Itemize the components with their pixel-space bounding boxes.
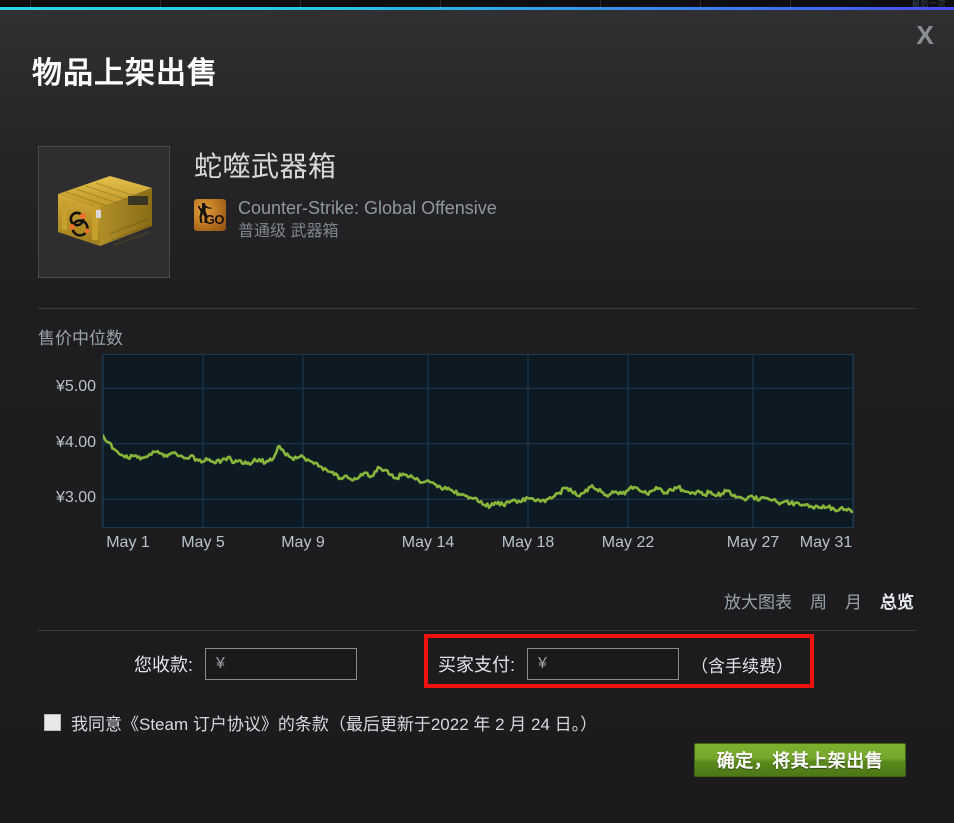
item-name: 蛇噬武器箱 xyxy=(194,151,337,182)
seller-receives-input[interactable]: ¥ xyxy=(205,648,358,680)
chart-range-overview[interactable]: 总览 xyxy=(880,593,914,612)
chart-plot-area[interactable] xyxy=(102,354,854,528)
chart-zoom-button[interactable]: 放大图表 xyxy=(724,593,792,612)
sell-item-dialog: X 物品上架出售 xyxy=(0,10,954,800)
chart-x-tick: May 18 xyxy=(501,534,555,551)
item-quality: 普通级 武器箱 xyxy=(238,223,339,241)
dialog-title: 物品上架出售 xyxy=(32,57,218,90)
chart-x-tick: May 5 xyxy=(181,534,225,551)
accent-gradient-bar xyxy=(0,7,954,10)
snakebite-case-image xyxy=(58,176,152,246)
soldier-glyph xyxy=(197,202,212,223)
currency-symbol: ¥ xyxy=(538,655,547,672)
confirm-list-item-button[interactable]: 确定，将其上架出售 xyxy=(694,743,906,777)
item-game-name: Counter-Strike: Global Offensive xyxy=(238,197,497,218)
background-page-strip: 最后一次 xyxy=(0,0,954,9)
agreement-label[interactable]: 我同意《Steam 订户协议》的条款（最后更新于2022 年 2 月 24 日。… xyxy=(71,715,598,734)
chart-x-tick: May 9 xyxy=(281,534,325,551)
chart-line-series xyxy=(103,355,853,527)
item-thumbnail xyxy=(38,146,170,278)
chart-range-week[interactable]: 周 xyxy=(810,593,827,612)
price-history-chart[interactable]: ¥3.00 ¥4.00 ¥5.00 May 1 May 5 May 9 May 14 May… xyxy=(38,350,916,565)
divider-top xyxy=(38,308,916,309)
buyer-pays-fee-note: （含手续费） xyxy=(691,656,794,676)
chart-x-tick: May 1 xyxy=(106,534,150,551)
go-text: GO xyxy=(204,211,225,227)
agreement-row[interactable]: 我同意《Steam 订户协议》的条款（最后更新于2022 年 2 月 24 日。… xyxy=(44,710,597,735)
chart-x-tick: May 14 xyxy=(401,534,455,551)
buyer-pays-highlight xyxy=(424,634,814,688)
chart-y-axis: ¥3.00 ¥4.00 ¥5.00 xyxy=(38,354,96,528)
item-summary: 蛇噬武器箱 GO Counter-Strike: Global Offensiv… xyxy=(38,146,497,278)
seller-receives-label: 您收款: xyxy=(134,655,194,675)
chart-x-tick: May 27 xyxy=(726,534,780,551)
background-hint-text: 最后一次 xyxy=(912,0,946,8)
close-icon[interactable]: X xyxy=(916,20,934,50)
chart-y-tick: ¥4.00 xyxy=(55,433,96,451)
chart-x-axis: May 1 May 5 May 9 May 14 May 18 May 22 May 27 M… xyxy=(102,534,856,558)
currency-symbol: ¥ xyxy=(216,655,225,672)
agreement-checkbox[interactable] xyxy=(44,714,61,731)
chart-y-tick: ¥5.00 xyxy=(55,378,96,396)
chart-x-tick: May 22 xyxy=(601,534,655,551)
chart-y-tick: ¥3.00 xyxy=(55,489,96,507)
seller-receives-field: 您收款: ¥ xyxy=(134,648,358,680)
chart-x-tick: May 31 xyxy=(799,534,853,551)
chart-range-controls[interactable]: 放大图表 周 月 总览 xyxy=(724,588,914,613)
price-fields-row: 您收款: ¥ 买家支付: ¥ （含手续费） xyxy=(38,634,916,688)
buyer-pays-field: 买家支付: ¥ （含手续费） xyxy=(438,648,793,680)
csgo-game-icon: GO xyxy=(194,198,226,231)
chart-title: 售价中位数 xyxy=(38,329,123,348)
buyer-pays-input[interactable]: ¥ xyxy=(527,648,680,680)
chart-range-month[interactable]: 月 xyxy=(845,593,862,612)
buyer-pays-label: 买家支付: xyxy=(438,655,516,675)
divider-bottom xyxy=(38,630,916,631)
